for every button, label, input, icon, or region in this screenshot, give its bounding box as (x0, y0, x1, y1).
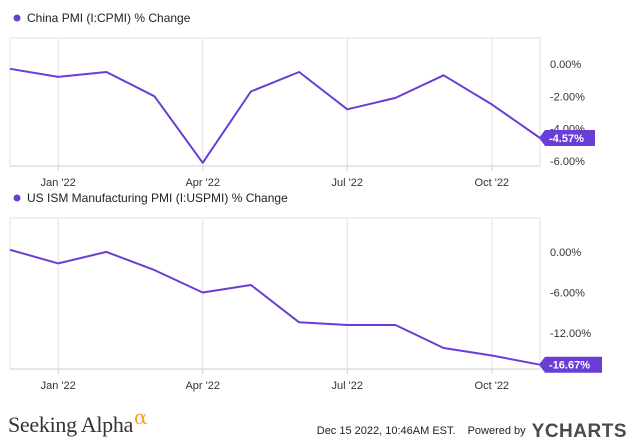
data-point (249, 89, 253, 93)
data-point (104, 70, 108, 74)
footer-credits: Dec 15 2022, 10:46AM EST. Powered by YCH… (317, 420, 627, 442)
x-tick-label: Oct '22 (475, 380, 510, 392)
data-point (297, 320, 301, 324)
y-tick-label: -12.00% (550, 328, 591, 340)
data-point (490, 102, 494, 106)
data-point (153, 268, 157, 272)
timestamp: Dec 15 2022, 10:46AM EST. (316, 425, 456, 437)
last-value-label: -4.57% (549, 133, 584, 145)
brand-name: Seeking Alpha (8, 412, 134, 437)
last-value-badge (539, 129, 595, 146)
series-line (9, 67, 541, 164)
chart-panel-1: US ISM Manufacturing PMI (I:USPMI) % Cha… (8, 191, 602, 392)
seeking-alpha-logo[interactable]: Seeking Alphaα (8, 405, 148, 438)
last-value-badge (539, 356, 602, 373)
y-tick-label: 0.00% (550, 247, 581, 259)
y-tick-label: -6.00% (550, 287, 585, 299)
x-tick-label: Jul '22 (332, 380, 363, 392)
data-point (393, 323, 397, 327)
data-point (8, 67, 12, 71)
chart-title: China PMI (I:CPMI) % Change (27, 11, 191, 25)
data-point (56, 75, 60, 79)
x-tick-label: Jul '22 (332, 177, 363, 189)
powered-by-label: Powered by (467, 425, 526, 437)
data-point (345, 323, 349, 327)
x-tick-label: Oct '22 (475, 177, 510, 189)
y-tick-label: -2.00% (550, 91, 585, 103)
data-point (393, 96, 397, 100)
legend-marker (13, 194, 21, 202)
data-point (201, 290, 205, 294)
data-point (201, 161, 205, 165)
data-point (104, 250, 108, 254)
x-tick-label: Jan '22 (41, 177, 76, 189)
data-point (249, 283, 253, 287)
last-value-label: -16.67% (549, 360, 590, 372)
data-point (442, 73, 446, 77)
x-tick-label: Apr '22 (185, 177, 220, 189)
y-tick-label: 0.00% (550, 59, 581, 71)
y-tick-label: -6.00% (550, 156, 585, 168)
data-point (8, 248, 12, 252)
footer: Seeking Alphaα Dec 15 2022, 10:46AM EST.… (0, 405, 635, 447)
data-point (345, 107, 349, 111)
x-tick-label: Jan '22 (41, 380, 76, 392)
ycharts-logo[interactable]: YCHARTS (531, 421, 627, 442)
alpha-symbol: α (134, 405, 148, 429)
chart-title: US ISM Manufacturing PMI (I:USPMI) % Cha… (27, 191, 288, 205)
data-point (442, 346, 446, 350)
data-point (56, 261, 60, 265)
chart-panel-0: China PMI (I:CPMI) % Change Jan '22 Apr '2… (8, 11, 595, 189)
series-line (9, 248, 541, 366)
data-point (490, 353, 494, 357)
charts-canvas: China PMI (I:CPMI) % Change Jan '22 Apr '2… (8, 11, 602, 392)
legend-marker (13, 14, 21, 22)
data-point (153, 94, 157, 98)
data-point (297, 70, 301, 74)
x-tick-label: Apr '22 (185, 380, 220, 392)
